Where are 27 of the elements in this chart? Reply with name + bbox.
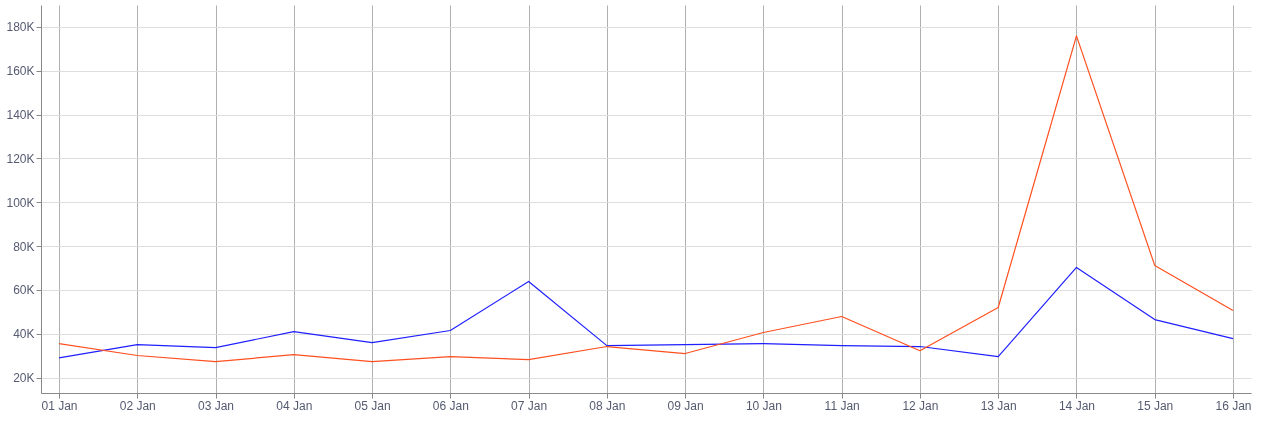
y-tick-label: 180K [6,20,35,35]
y-tick-label: 80K [13,239,35,254]
x-tick-label: 07 Jan [511,398,548,413]
y-tick-label: 60K [13,283,35,298]
y-tick-label: 160K [6,64,35,79]
y-tick-label: 140K [6,108,35,123]
x-tick-label: 04 Jan [276,398,313,413]
x-tick-label: 11 Jan [824,398,860,413]
x-tick-label: 15 Jan [1137,398,1174,413]
x-tick-label: 09 Jan [667,398,704,413]
x-tick-label: 16 Jan [1215,398,1252,413]
x-tick-label: 05 Jan [354,398,391,413]
x-tick-label: 14 Jan [1058,398,1095,413]
y-tick-label: 120K [6,151,35,166]
x-tick-label: 01 Jan [41,398,78,413]
x-tick-label: 03 Jan [198,398,235,413]
y-tick-label: 20K [13,371,35,386]
line-series [58,266,1234,359]
x-tick-label: 12 Jan [902,398,939,413]
y-tick-label: 100K [6,195,35,210]
x-tick-label: 08 Jan [589,398,626,413]
x-tick-label: 10 Jan [745,398,782,413]
x-tick-label: 06 Jan [432,398,469,413]
y-tick-label: 40K [13,327,35,342]
x-tick-label: 13 Jan [980,398,1017,413]
x-tick-label: 02 Jan [119,398,156,413]
line-series [58,35,1234,363]
